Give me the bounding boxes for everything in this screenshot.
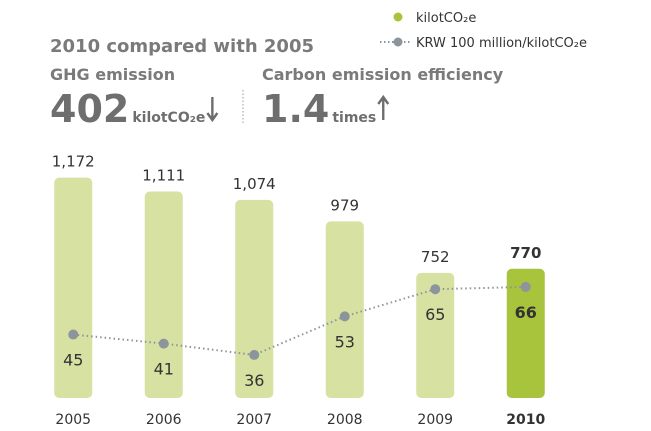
x-tick-label: 2009 [417, 412, 453, 428]
right-headline: 1.4 times [262, 87, 376, 131]
down-arrow [206, 97, 219, 123]
bar [144, 191, 183, 398]
left-label: GHG emission [50, 65, 175, 84]
bar-value-label: 1,074 [233, 175, 276, 193]
bar [416, 272, 455, 398]
line-value-label: 66 [515, 303, 537, 322]
bar-value-label: 770 [510, 244, 541, 262]
x-tick-label: 2006 [146, 412, 182, 428]
left-value: 402 [50, 87, 129, 131]
bar-value-label: 752 [421, 248, 450, 266]
x-tick-label: 2010 [506, 412, 545, 428]
line-marker [68, 329, 79, 340]
bar [235, 199, 274, 398]
bar-value-label: 1,172 [52, 153, 95, 171]
left-unit: kilotCO₂e [132, 110, 205, 126]
right-value: 1.4 [262, 87, 329, 131]
up-arrow [377, 94, 390, 120]
line [73, 285, 526, 356]
legend-label: KRW 100 million/kilotCO₂e [416, 36, 587, 51]
line-marker [430, 284, 441, 295]
right-unit: times [332, 110, 376, 126]
headline-title: 2010 compared with 2005 [50, 36, 314, 57]
bar-value-label: 979 [330, 196, 359, 214]
line-value-label: 41 [154, 360, 174, 379]
legend-marker [393, 37, 403, 47]
bar [54, 177, 93, 398]
bar [325, 221, 364, 398]
line-marker [520, 281, 531, 292]
x-tick-label: 2008 [327, 412, 363, 428]
line-marker [158, 338, 169, 349]
x-tick-label: 2007 [236, 412, 272, 428]
line-marker [339, 311, 350, 322]
line-value-label: 53 [335, 332, 355, 351]
line-value-label: 45 [63, 351, 83, 370]
right-label: Carbon emission efficiency [262, 65, 504, 84]
bar [506, 268, 545, 398]
left-headline: 402 kilotCO₂e [50, 87, 205, 131]
legend-label: kilotCO₂e [416, 11, 476, 26]
legend-marker [393, 12, 403, 22]
x-tick-label: 2005 [55, 412, 91, 428]
bar-value-label: 1,111 [142, 167, 185, 185]
line-marker [249, 349, 260, 360]
line-value-label: 36 [244, 371, 264, 390]
line-value-label: 65 [425, 305, 445, 324]
